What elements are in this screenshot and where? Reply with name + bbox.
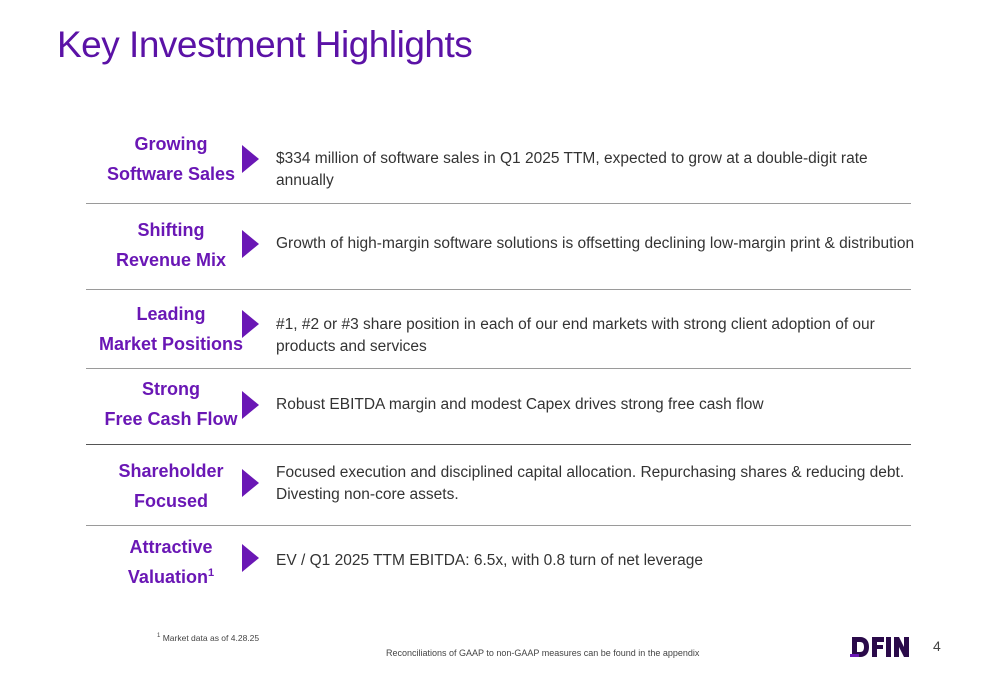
reconciliation-note: Reconciliations of GAAP to non-GAAP meas… — [386, 648, 700, 658]
highlight-label: Growing Software Sales — [86, 129, 256, 189]
highlight-row: Strong Free Cash Flow Robust EBITDA marg… — [86, 374, 911, 434]
label-line1: Shifting — [137, 220, 205, 240]
divider — [86, 368, 911, 369]
highlight-label: Attractive Valuation1 — [86, 532, 256, 592]
arrow-icon — [242, 469, 259, 497]
highlight-text: Growth of high-margin software solutions… — [276, 235, 915, 252]
highlight-text: Robust EBITDA margin and modest Capex dr… — [276, 396, 764, 413]
highlight-text: #1, #2 or #3 share position in each of o… — [276, 316, 875, 355]
arrow-icon — [242, 230, 259, 258]
highlight-label: Shifting Revenue Mix — [86, 215, 256, 275]
divider — [86, 289, 911, 290]
divider — [86, 203, 911, 204]
highlight-label: Leading Market Positions — [86, 299, 256, 359]
label-line2: Focused — [133, 491, 208, 511]
label-line2: Valuation1 — [127, 567, 215, 587]
label-line2: Software Sales — [106, 164, 236, 184]
highlight-row: Shareholder Focused Focused execution an… — [86, 456, 911, 516]
label-line2: Free Cash Flow — [104, 409, 238, 429]
highlight-text: $334 million of software sales in Q1 202… — [276, 150, 868, 189]
highlight-row: Growing Software Sales $334 million of s… — [86, 129, 911, 189]
highlight-row: Attractive Valuation1 EV / Q1 2025 TTM E… — [86, 532, 911, 592]
footnote-marker: 1 — [157, 633, 161, 640]
label-line1: Growing — [134, 134, 208, 154]
arrow-icon — [242, 310, 259, 338]
footnote-text: Market data as of 4.28.25 — [162, 633, 260, 643]
highlight-label: Strong Free Cash Flow — [86, 374, 256, 434]
highlight-text: EV / Q1 2025 TTM EBITDA: 6.5x, with 0.8 … — [276, 552, 704, 569]
arrow-icon — [242, 544, 259, 572]
label-line2: Revenue Mix — [115, 250, 227, 270]
divider — [86, 444, 911, 445]
highlight-label: Shareholder Focused — [86, 456, 256, 516]
label-line1: Strong — [142, 379, 200, 399]
divider — [86, 525, 911, 526]
label-line1: Shareholder — [118, 461, 224, 481]
highlight-row: Leading Market Positions #1, #2 or #3 sh… — [86, 299, 911, 359]
highlight-row: Shifting Revenue Mix Growth of high-marg… — [86, 215, 914, 275]
label-line1: Attractive — [129, 537, 213, 557]
label-line1: Leading — [136, 304, 206, 324]
page-number: 4 — [933, 638, 941, 654]
arrow-icon — [242, 391, 259, 419]
dfin-logo — [850, 637, 909, 657]
highlight-text: Focused execution and disciplined capita… — [276, 464, 905, 503]
footnote: 1 Market data as of 4.28.25 — [157, 633, 259, 643]
label-line2: Market Positions — [98, 334, 244, 354]
arrow-icon — [242, 145, 259, 173]
page-title: Key Investment Highlights — [57, 24, 473, 65]
